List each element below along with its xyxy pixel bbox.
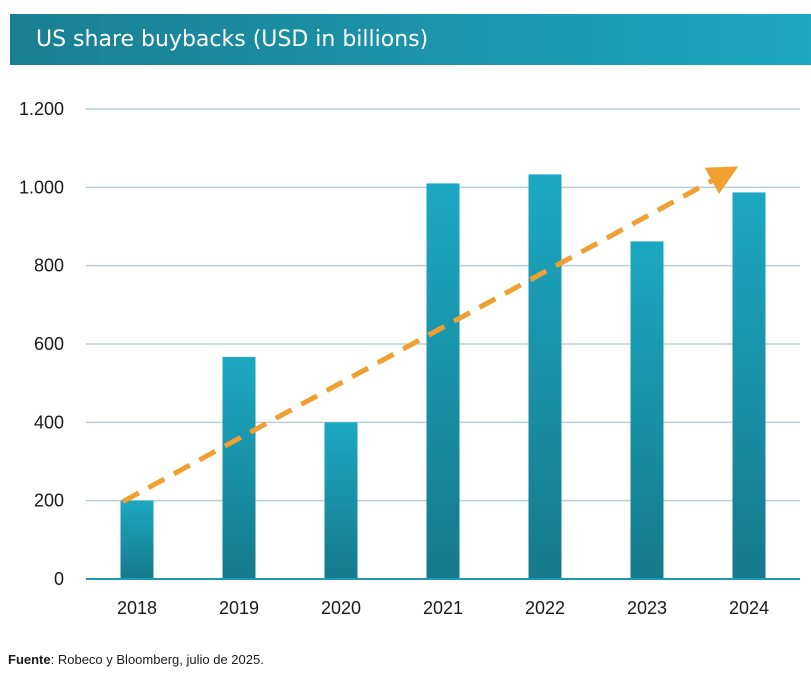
x-tick-label: 2022 <box>525 598 565 618</box>
y-tick-label: 0 <box>54 569 64 589</box>
y-tick-label: 800 <box>34 256 64 276</box>
source-text: : Robeco y Bloomberg, julio de 2025. <box>50 652 264 667</box>
source-note: Fuente: Robeco y Bloomberg, julio de 202… <box>8 652 264 667</box>
bars <box>120 174 766 580</box>
x-axis-ticks: 2018 2019 2020 2021 2022 2023 2024 <box>117 598 769 618</box>
y-tick-label: 1.000 <box>19 177 64 197</box>
bar <box>222 356 256 579</box>
y-tick-label: 200 <box>34 491 64 511</box>
x-tick-label: 2024 <box>729 598 769 618</box>
bar <box>528 174 562 580</box>
x-tick-label: 2021 <box>423 598 463 618</box>
chart-title: US share buybacks (USD in billions) <box>36 27 429 52</box>
x-tick-label: 2020 <box>321 598 361 618</box>
x-tick-label: 2019 <box>219 598 259 618</box>
chart-panel: US share buybacks (USD in billions) 0 200… <box>10 14 811 618</box>
bar <box>426 183 460 579</box>
bar-chart: 0 200 400 600 800 1.000 1.200 2018 2019 2020 2021… <box>19 99 800 618</box>
y-tick-label: 600 <box>34 334 64 354</box>
x-tick-label: 2023 <box>627 598 667 618</box>
chart-title-bar: US share buybacks (USD in billions) <box>10 14 811 65</box>
x-tick-label: 2018 <box>117 598 157 618</box>
bar <box>630 241 664 579</box>
source-label: Fuente <box>8 652 51 667</box>
bar <box>324 422 358 579</box>
bar <box>732 192 766 580</box>
y-axis-ticks: 0 200 400 600 800 1.000 1.200 <box>19 99 64 589</box>
bar <box>120 500 154 579</box>
y-tick-label: 400 <box>34 412 64 432</box>
y-tick-label: 1.200 <box>19 99 64 119</box>
